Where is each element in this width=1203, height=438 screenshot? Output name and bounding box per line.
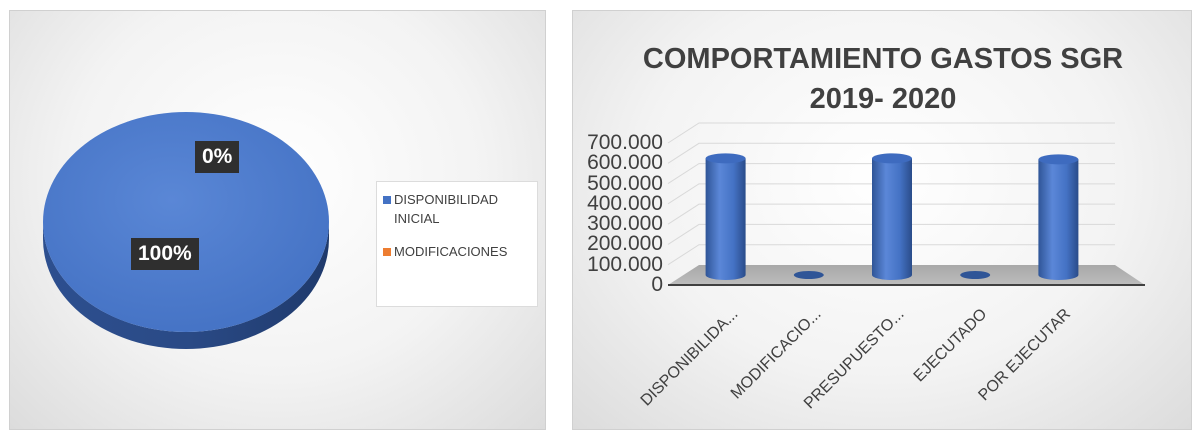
legend-swatch-orange — [383, 248, 391, 256]
bar-base — [960, 271, 991, 279]
bar-chart-panel: COMPORTAMIENTO GASTOS SGR 2019- 2020 0 10… — [572, 10, 1192, 430]
bar-chart-svg — [667, 122, 1145, 286]
legend-item-modificaciones: MODIFICACIONES — [383, 242, 531, 261]
gridline — [667, 223, 1115, 245]
pie-chart-svg — [43, 112, 329, 349]
bar-1 — [793, 271, 824, 279]
pie-label-disponibilidad-inicial: 100% — [131, 238, 199, 270]
pie-label-modificaciones: 0% — [195, 141, 240, 173]
chart-title-line2: 2019- 2020 — [809, 83, 957, 115]
pie-slice-disponibilidad-inicial — [43, 112, 329, 332]
y-tick-label: 300.000 — [587, 212, 663, 236]
bar-0 — [705, 153, 746, 280]
bar-body — [872, 158, 912, 280]
legend-label: DISPONIBILIDAD INICIAL — [394, 192, 499, 226]
bar-body — [705, 158, 746, 280]
chart-title-line1: COMPORTAMIENTO GASTOS SGR — [642, 43, 1124, 75]
gridline — [667, 183, 1115, 205]
bar-body — [1038, 159, 1079, 280]
y-tick-label: 0 — [651, 273, 663, 296]
legend-swatch-blue — [383, 196, 391, 204]
y-tick-label: 200.000 — [587, 232, 663, 256]
gridline — [667, 163, 1115, 184]
legend-label: MODIFICACIONES — [394, 244, 508, 259]
gridline — [667, 122, 1115, 144]
y-tick-label: 100.000 — [587, 252, 663, 276]
bar-top — [872, 153, 912, 164]
bars — [705, 153, 1079, 280]
y-tick-label: 700.000 — [587, 131, 663, 154]
gridline — [667, 142, 1115, 164]
y-tick-label: 400.000 — [587, 191, 663, 215]
bar-2 — [872, 153, 912, 280]
y-tick-label: 600.000 — [587, 151, 663, 175]
legend-item-disponibilidad-inicial: DISPONIBILIDAD INICIAL — [383, 190, 531, 228]
bar-top — [1038, 154, 1079, 165]
bar-4 — [1038, 154, 1079, 280]
gridline — [667, 244, 1115, 266]
bar-top — [705, 153, 746, 164]
chart-title: COMPORTAMIENTO GASTOS SGR 2019- 2020 — [573, 39, 1193, 119]
gridlines — [667, 122, 1115, 266]
bar-base — [793, 271, 824, 279]
y-tick-label: 500.000 — [587, 171, 663, 195]
pie-legend: DISPONIBILIDAD INICIAL MODIFICACIONES — [376, 181, 538, 307]
pie-chart-panel: 0% 100% DISPONIBILIDAD INICIAL MODIFICAC… — [9, 10, 546, 430]
gridline — [667, 203, 1115, 225]
bar-3 — [960, 271, 991, 279]
